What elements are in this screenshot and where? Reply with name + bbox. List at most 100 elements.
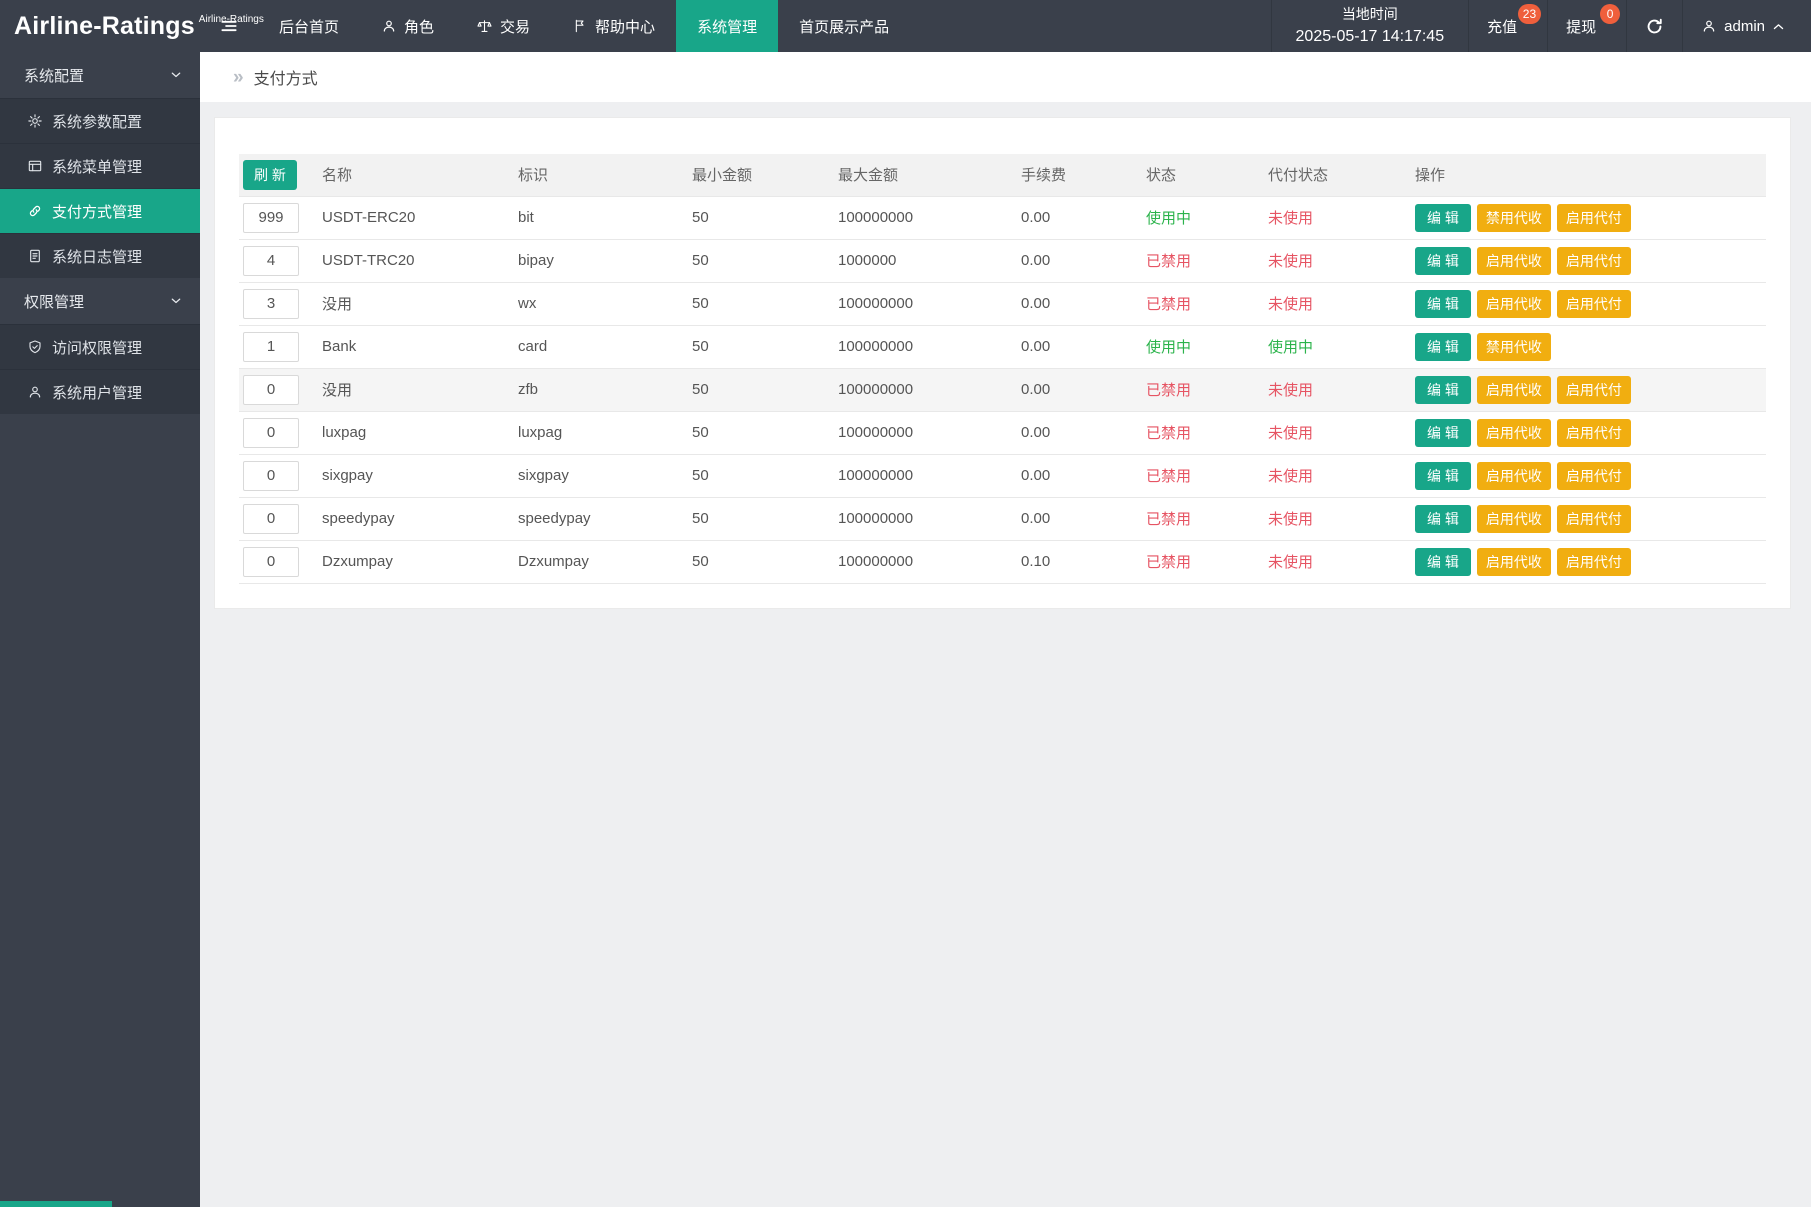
- payment-table-body: USDT-ERC20 bit 50 100000000 0.00 使用中 未使用…: [239, 196, 1766, 583]
- table-row: USDT-ERC20 bit 50 100000000 0.00 使用中 未使用…: [239, 196, 1766, 239]
- enable-payout-button[interactable]: 启用代付: [1556, 461, 1631, 490]
- sort-input[interactable]: [243, 546, 299, 577]
- edit-button[interactable]: 编 辑: [1415, 375, 1471, 404]
- sort-input[interactable]: [243, 202, 299, 233]
- nav-item-help-center[interactable]: 帮助中心: [551, 0, 676, 52]
- edit-button[interactable]: 编 辑: [1415, 332, 1471, 361]
- sidebar-item-system-logs[interactable]: 系统日志管理: [0, 233, 200, 278]
- sort-input[interactable]: [243, 417, 299, 448]
- enable-payout-button[interactable]: 启用代付: [1556, 203, 1631, 232]
- edit-button[interactable]: 编 辑: [1415, 246, 1471, 275]
- enable-collect-button[interactable]: 启用代收: [1476, 504, 1551, 533]
- user-name: admin: [1724, 17, 1765, 35]
- fee-cell: 0.10: [1021, 553, 1051, 570]
- proxy-status-cell: 未使用: [1268, 296, 1314, 313]
- min-amount-cell: 50: [692, 209, 709, 226]
- breadcrumb: » 支付方式: [200, 52, 1811, 102]
- sidebar-section-system-config[interactable]: 系统配置: [0, 52, 200, 98]
- sidebar-scrollbar-thumb[interactable]: [0, 1201, 112, 1207]
- log-document-icon: [27, 248, 43, 264]
- name-cell: Dzxumpay: [322, 553, 393, 570]
- edit-button[interactable]: 编 辑: [1415, 289, 1471, 318]
- nav-item-system-management[interactable]: 系统管理: [676, 0, 779, 52]
- nav-item-roles[interactable]: 角色: [360, 0, 455, 52]
- sort-cell: [239, 497, 322, 540]
- enable-payout-button[interactable]: 启用代付: [1556, 418, 1631, 447]
- edit-button[interactable]: 编 辑: [1415, 547, 1471, 576]
- name-cell: USDT-TRC20: [322, 252, 415, 269]
- sort-cell: [239, 196, 322, 239]
- enable-collect-button[interactable]: 启用代收: [1476, 461, 1551, 490]
- table-row: USDT-TRC20 bipay 50 1000000 0.00 已禁用 未使用…: [239, 239, 1766, 282]
- user-menu[interactable]: admin: [1682, 0, 1811, 52]
- sidebar-item-system-menu[interactable]: 系统菜单管理: [0, 143, 200, 188]
- actions-cell: 编 辑启用代收 启用代付: [1415, 411, 1766, 454]
- sort-cell: [239, 282, 322, 325]
- sidebar-item-system-users[interactable]: 系统用户管理: [0, 369, 200, 414]
- withdraw-label: 提现: [1566, 18, 1597, 36]
- nav-item-homepage-products[interactable]: 首页展示产品: [778, 0, 910, 52]
- status-cell: 已禁用: [1146, 382, 1192, 399]
- logo: Airline-Ratings Airline-Ratings: [0, 0, 264, 52]
- table-header-row: 刷 新 名称 标识 最小金额 最大金额 手续费 状态 代付状态 操作: [239, 154, 1766, 196]
- enable-payout-button[interactable]: 启用代付: [1556, 547, 1631, 576]
- sort-input[interactable]: [243, 503, 299, 534]
- sort-input[interactable]: [243, 245, 299, 276]
- sidebar-item-system-params[interactable]: 系统参数配置: [0, 98, 200, 143]
- enable-payout-button[interactable]: 启用代付: [1556, 504, 1631, 533]
- enable-collect-button[interactable]: 启用代收: [1476, 547, 1551, 576]
- sidebar-item-payment-methods[interactable]: 支付方式管理: [0, 188, 200, 233]
- sidebar-section-permissions[interactable]: 权限管理: [0, 278, 200, 324]
- nav-item-label: 首页展示产品: [799, 18, 890, 36]
- max-amount-cell: 100000000: [838, 467, 914, 484]
- enable-collect-button[interactable]: 启用代收: [1476, 418, 1551, 447]
- enable-payout-button[interactable]: 启用代付: [1556, 289, 1631, 318]
- status-cell: 已禁用: [1146, 296, 1192, 313]
- refresh-table-button[interactable]: 刷 新: [243, 159, 297, 190]
- navbar-right-cluster: 当地时间 2025-05-17 14:17:45 充值 23 提现 0 admi…: [1270, 0, 1811, 52]
- name-cell: luxpag: [322, 424, 367, 441]
- enable-payout-button[interactable]: 启用代付: [1556, 375, 1631, 404]
- refresh-page-button[interactable]: [1626, 0, 1682, 52]
- sort-input[interactable]: [243, 288, 299, 319]
- column-header-min-amount: 最小金额: [692, 167, 753, 185]
- sort-cell: [239, 239, 322, 282]
- enable-collect-button[interactable]: 启用代收: [1476, 289, 1551, 318]
- recharge-button[interactable]: 充值 23: [1468, 0, 1547, 52]
- logo-text: Airline-Ratings: [14, 11, 195, 40]
- refresh-header-cell: 刷 新: [239, 154, 322, 196]
- proxy-status-cell: 未使用: [1268, 511, 1314, 528]
- sidebar-item-access-permissions[interactable]: 访问权限管理: [0, 324, 200, 369]
- edit-button[interactable]: 编 辑: [1415, 418, 1471, 447]
- status-cell: 已禁用: [1146, 468, 1192, 485]
- min-amount-cell: 50: [692, 424, 709, 441]
- window-menu-icon: [27, 158, 43, 174]
- nav-item-dashboard[interactable]: 后台首页: [258, 0, 360, 52]
- fee-cell: 0.00: [1021, 338, 1051, 355]
- disable-collect-button[interactable]: 禁用代收: [1476, 332, 1551, 361]
- enable-payout-button[interactable]: 启用代付: [1556, 246, 1631, 275]
- min-amount-cell: 50: [692, 252, 709, 269]
- sort-cell: [239, 325, 322, 368]
- fee-cell: 0.00: [1021, 252, 1051, 269]
- sort-input[interactable]: [243, 460, 299, 491]
- top-navbar: Airline-Ratings Airline-Ratings 后台首页 角色 …: [0, 0, 1811, 52]
- name-cell: Bank: [322, 338, 357, 355]
- edit-button[interactable]: 编 辑: [1415, 504, 1471, 533]
- nav-item-label: 后台首页: [279, 18, 340, 36]
- max-amount-cell: 100000000: [838, 295, 914, 312]
- enable-collect-button[interactable]: 启用代收: [1476, 375, 1551, 404]
- chevron-down-icon: [170, 297, 182, 305]
- disable-collect-button[interactable]: 禁用代收: [1476, 203, 1551, 232]
- sort-input[interactable]: [243, 331, 299, 362]
- name-cell: speedypay: [322, 510, 395, 527]
- person-icon: [27, 384, 43, 400]
- sort-input[interactable]: [243, 374, 299, 405]
- enable-collect-button[interactable]: 启用代收: [1476, 246, 1551, 275]
- edit-button[interactable]: 编 辑: [1415, 203, 1471, 232]
- withdraw-button[interactable]: 提现 0: [1547, 0, 1626, 52]
- sidebar-toggle-button[interactable]: [200, 0, 258, 52]
- edit-button[interactable]: 编 辑: [1415, 461, 1471, 490]
- table-row: luxpag luxpag 50 100000000 0.00 已禁用 未使用 …: [239, 411, 1766, 454]
- nav-item-transactions[interactable]: 交易: [455, 0, 551, 52]
